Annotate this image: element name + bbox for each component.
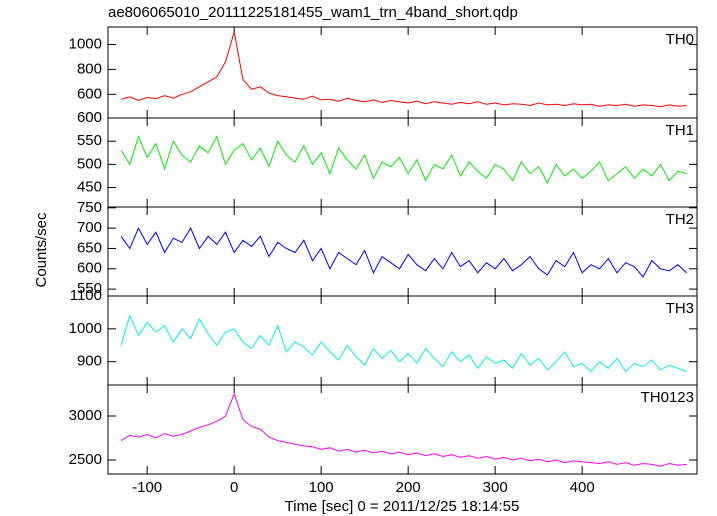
panel-frame bbox=[107, 384, 698, 475]
y-tick-label: 550 bbox=[77, 280, 102, 297]
y-tick-label: 550 bbox=[77, 132, 102, 149]
x-tick-label: 100 bbox=[309, 479, 334, 496]
series-line bbox=[120, 392, 687, 467]
y-tick-label: 700 bbox=[77, 219, 102, 236]
x-axis-label: Time [sec] 0 = 2011/12/25 18:14:55 bbox=[285, 498, 520, 515]
y-tick-label: 800 bbox=[77, 60, 102, 77]
y-tick-label: 600 bbox=[77, 85, 102, 102]
y-tick-label: 1000 bbox=[69, 320, 102, 337]
y-tick-label: 750 bbox=[77, 199, 102, 216]
y-tick-label: 1000 bbox=[69, 35, 102, 52]
y-tick-label: 500 bbox=[77, 155, 102, 172]
panel-label: TH1 bbox=[666, 122, 694, 139]
y-tick-label: 600 bbox=[77, 109, 102, 126]
y-tick-label: 900 bbox=[77, 353, 102, 370]
panel-label: TH3 bbox=[666, 300, 694, 317]
series-line bbox=[120, 31, 687, 108]
x-tick-label: 0 bbox=[230, 479, 238, 496]
y-tick-label: 2500 bbox=[69, 451, 102, 468]
y-axis-label: Counts/sec bbox=[33, 212, 50, 288]
y-tick-label: 3000 bbox=[69, 407, 102, 424]
y-tick-label: 450 bbox=[77, 179, 102, 196]
panel-label: TH0123 bbox=[641, 389, 694, 406]
y-tick-label: 650 bbox=[77, 239, 102, 256]
y-tick-label: 1100 bbox=[70, 287, 102, 304]
panel-label: TH0 bbox=[666, 31, 694, 48]
x-tick-label: 400 bbox=[570, 479, 595, 496]
series-line bbox=[120, 226, 687, 278]
x-tick-label: -100 bbox=[132, 479, 162, 496]
x-tick-label: 200 bbox=[396, 479, 421, 496]
panel-label: TH2 bbox=[666, 211, 694, 228]
series-line bbox=[120, 135, 687, 185]
chart-title: ae806065010_20111225181455_wam1_trn_4ban… bbox=[108, 4, 518, 21]
x-tick-label: 300 bbox=[483, 479, 508, 496]
series-line bbox=[120, 314, 687, 373]
y-tick-label: 600 bbox=[77, 260, 102, 277]
